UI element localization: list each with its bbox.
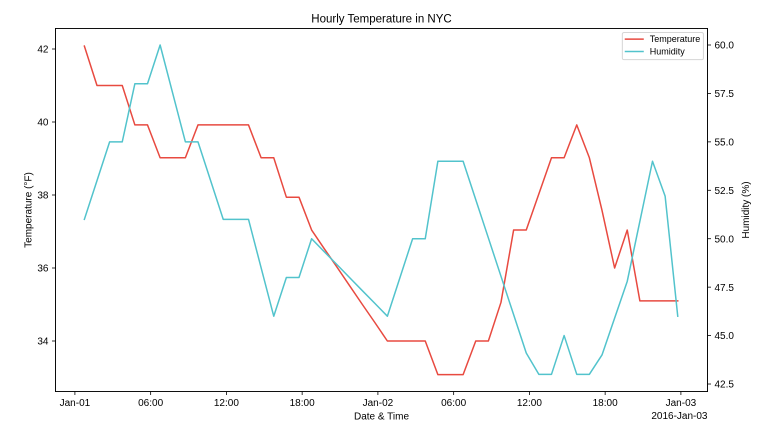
svg-text:18:00: 18:00 (290, 398, 315, 409)
svg-text:45.0: 45.0 (715, 331, 735, 342)
svg-text:55.0: 55.0 (715, 137, 735, 148)
svg-text:34: 34 (37, 337, 49, 348)
svg-text:36: 36 (37, 264, 49, 275)
svg-text:06:00: 06:00 (138, 398, 163, 409)
svg-text:12:00: 12:00 (214, 398, 239, 409)
svg-text:60.0: 60.0 (715, 41, 735, 52)
svg-text:Humidity (%): Humidity (%) (741, 181, 752, 238)
svg-text:42: 42 (37, 45, 49, 56)
svg-text:Temperature: Temperature (650, 34, 701, 44)
svg-text:Humidity: Humidity (650, 47, 686, 57)
svg-text:47.5: 47.5 (715, 283, 735, 294)
svg-text:40: 40 (37, 118, 49, 129)
svg-text:18:00: 18:00 (593, 398, 618, 409)
svg-text:38: 38 (37, 191, 49, 202)
svg-text:Date & Time: Date & Time (354, 412, 409, 423)
svg-text:52.5: 52.5 (715, 186, 735, 197)
svg-text:50.0: 50.0 (715, 234, 735, 245)
svg-text:42.5: 42.5 (715, 380, 735, 391)
svg-text:Temperature (°F): Temperature (°F) (23, 172, 34, 248)
svg-text:Jan-01: Jan-01 (60, 398, 91, 409)
svg-text:57.5: 57.5 (715, 89, 735, 100)
svg-text:Jan-02: Jan-02 (363, 398, 394, 409)
svg-text:06:00: 06:00 (441, 398, 466, 409)
svg-text:2016-Jan-03: 2016-Jan-03 (651, 411, 708, 422)
svg-text:Jan-03: Jan-03 (666, 398, 697, 409)
svg-text:Hourly Temperature in NYC: Hourly Temperature in NYC (311, 14, 451, 26)
svg-text:12:00: 12:00 (517, 398, 542, 409)
